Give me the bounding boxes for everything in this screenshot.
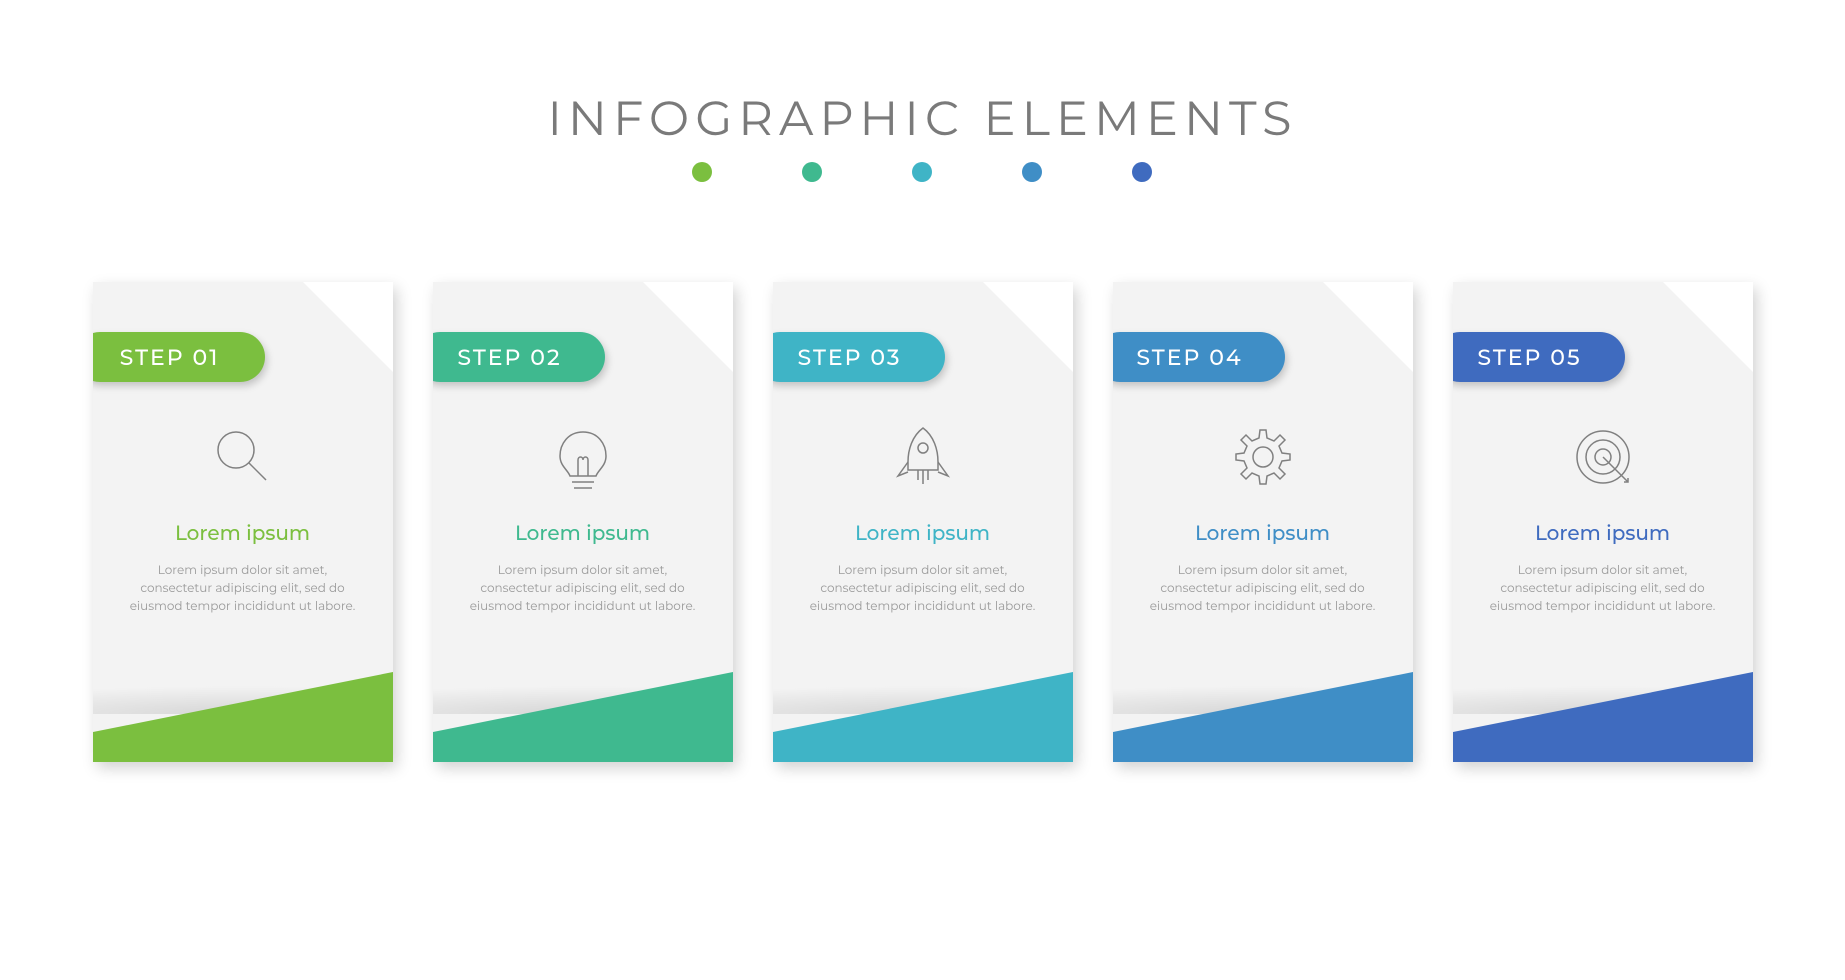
corner-cut (1323, 282, 1413, 372)
bottom-accent (93, 672, 393, 762)
step-card-1: STEP 01 Lorem ipsum Lorem ipsum dolor si… (93, 282, 393, 762)
step-ribbon-3: STEP 03 (773, 332, 945, 382)
card-body: Lorem ipsum dolor sit amet, consectetur … (121, 562, 365, 616)
dot-3 (912, 162, 932, 182)
dot-4 (1022, 162, 1042, 182)
card-body: Lorem ipsum dolor sit amet, consectetur … (801, 562, 1045, 616)
color-dots (547, 162, 1297, 182)
lightbulb-icon (433, 422, 733, 492)
step-ribbon-1: STEP 01 (93, 332, 265, 382)
card-body: Lorem ipsum dolor sit amet, consectetur … (1481, 562, 1725, 616)
magnifier-icon (93, 422, 393, 492)
bottom-accent (433, 672, 733, 762)
step-card-3: STEP 03 Lorem ipsum Lorem ipsum dolor si… (773, 282, 1073, 762)
step-label: STEP 04 (1136, 344, 1242, 371)
corner-cut (1663, 282, 1753, 372)
bottom-accent (773, 672, 1073, 762)
card-title: Lorem ipsum (773, 522, 1073, 546)
dot-5 (1132, 162, 1152, 182)
card-body: Lorem ipsum dolor sit amet, consectetur … (461, 562, 705, 616)
step-label: STEP 03 (798, 344, 902, 371)
card-title: Lorem ipsum (93, 522, 393, 546)
header: INFOGRAPHIC ELEMENTS (547, 90, 1297, 182)
card-title: Lorem ipsum (1453, 522, 1753, 546)
page-title: INFOGRAPHIC ELEMENTS (547, 90, 1297, 148)
bottom-accent (1453, 672, 1753, 762)
step-label: STEP 02 (457, 344, 561, 371)
step-ribbon-5: STEP 05 (1453, 332, 1625, 382)
corner-cut (983, 282, 1073, 372)
corner-cut (303, 282, 393, 372)
step-card-4: STEP 04 Lorem ipsum Lorem ipsum dolor si… (1113, 282, 1413, 762)
rocket-icon (773, 422, 1073, 492)
dot-2 (802, 162, 822, 182)
step-card-2: STEP 02 Lorem ipsum Lorem ipsum dolor si… (433, 282, 733, 762)
target-icon (1453, 422, 1753, 492)
card-body: Lorem ipsum dolor sit amet, consectetur … (1141, 562, 1385, 616)
step-label: STEP 01 (120, 344, 220, 371)
card-title: Lorem ipsum (433, 522, 733, 546)
cards-row: STEP 01 Lorem ipsum Lorem ipsum dolor si… (0, 282, 1845, 762)
bottom-accent (1113, 672, 1413, 762)
dot-1 (692, 162, 712, 182)
step-ribbon-2: STEP 02 (433, 332, 605, 382)
corner-cut (643, 282, 733, 372)
gear-icon (1113, 422, 1413, 492)
step-card-5: STEP 05 Lorem ipsum Lorem ipsum dolor si… (1453, 282, 1753, 762)
step-label: STEP 05 (1477, 344, 1581, 371)
step-ribbon-4: STEP 04 (1113, 332, 1285, 382)
card-title: Lorem ipsum (1113, 522, 1413, 546)
